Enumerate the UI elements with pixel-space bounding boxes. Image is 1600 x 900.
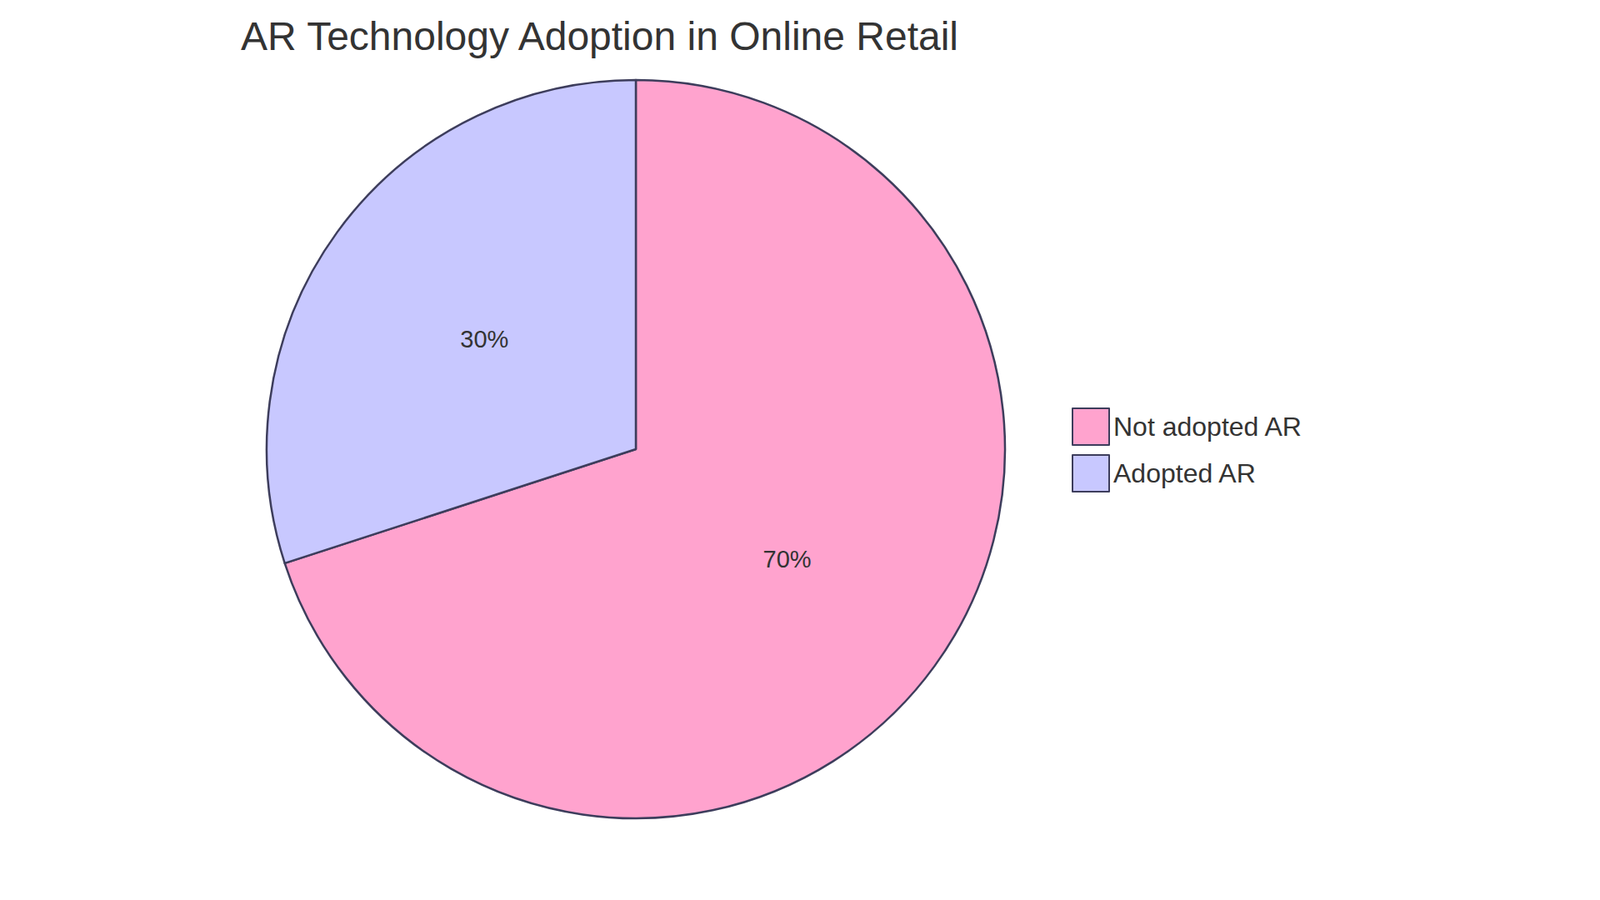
svg-text:AR Technology Adoption in Onli: AR Technology Adoption in Online Retail — [240, 14, 959, 59]
svg-text:Adopted AR: Adopted AR — [1113, 458, 1256, 489]
svg-text:Not adopted AR: Not adopted AR — [1113, 411, 1302, 442]
svg-text:30%: 30% — [460, 325, 509, 353]
svg-text:70%: 70% — [763, 545, 812, 573]
